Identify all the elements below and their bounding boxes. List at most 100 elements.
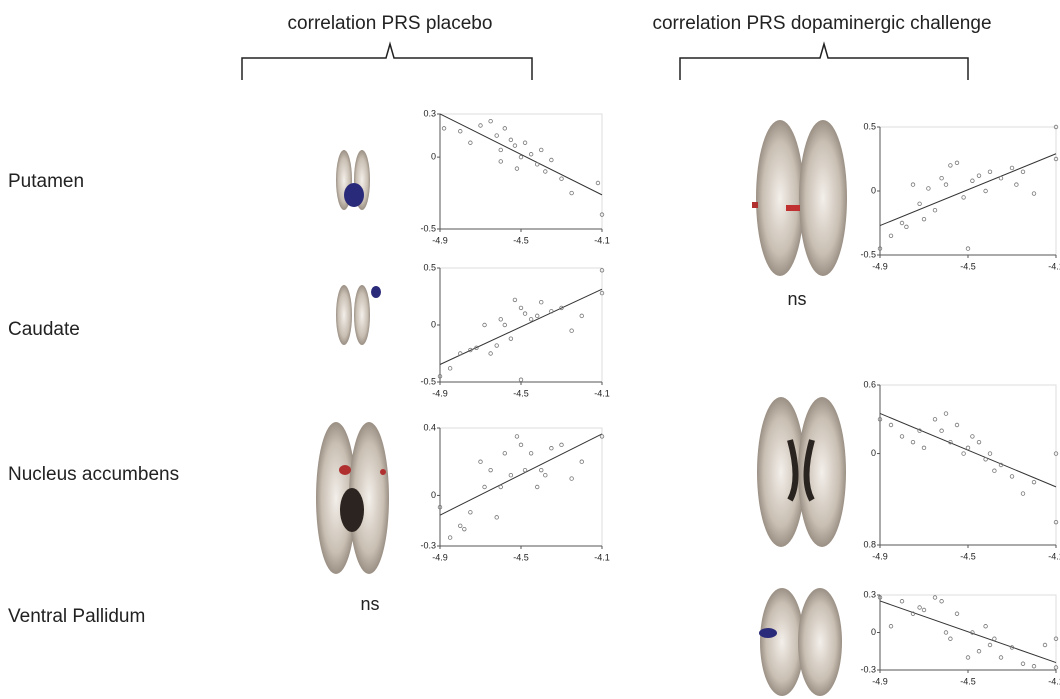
data-point [911,440,915,444]
data-point [529,451,533,455]
data-point [523,468,527,472]
data-point [489,119,493,123]
data-point [922,446,926,450]
data-point [940,429,944,433]
brain-image [757,397,846,547]
x-tick-label: -4.9 [432,388,448,398]
data-point [922,608,926,612]
figure: correlation PRS placebo correlation PRS … [0,0,1060,699]
data-point [515,435,519,439]
data-point [900,221,904,225]
brain-image [752,120,847,276]
data-point [1010,166,1014,170]
data-point [949,164,953,168]
data-point [503,323,507,327]
y-tick-label: 0 [431,490,436,500]
data-point [1032,192,1036,196]
data-point [513,144,517,148]
x-tick-label: -4.1 [594,235,610,245]
data-point [940,599,944,603]
data-point [580,314,584,318]
data-point [489,468,493,472]
data-point [499,318,503,322]
data-point [570,329,574,333]
data-point [495,516,499,520]
data-point [448,536,452,540]
data-point [900,599,904,603]
data-point [529,152,533,156]
data-point [489,352,493,356]
data-point [1032,480,1036,484]
y-tick-label: -0.3 [860,664,876,674]
plot-frame [880,385,1056,545]
data-point [977,649,981,653]
data-point [962,452,966,456]
y-tick-label: 0 [871,448,876,458]
y-tick-label: 0 [431,152,436,162]
trend-line [440,114,602,195]
data-point [539,300,543,304]
data-point [999,176,1003,180]
data-point [944,631,948,635]
data-point [535,485,539,489]
data-point [596,181,600,185]
x-tick-label: -4.1 [594,552,610,562]
column-title: correlation PRS placebo [288,13,493,34]
data-point [962,196,966,200]
data-point [515,167,519,171]
y-tick-label: 0.3 [863,589,876,599]
y-tick-label: 0 [431,319,436,329]
data-point [469,141,473,145]
bracket [242,44,532,80]
data-point [933,417,937,421]
data-point [944,412,948,416]
data-point [535,163,539,167]
data-point [499,485,503,489]
plot-frame [440,268,602,382]
x-tick-label: -4.1 [1048,261,1060,271]
y-tick-label: 0.6 [863,379,876,389]
trend-line [440,289,602,364]
x-tick-label: -4.5 [513,552,529,562]
data-point [523,312,527,316]
x-tick-label: -4.9 [872,551,888,561]
data-point [503,127,507,131]
data-point [988,170,992,174]
data-point [529,318,533,322]
data-point [1010,475,1014,479]
data-point [1021,492,1025,496]
data-point [940,176,944,180]
data-point [988,452,992,456]
data-point [550,158,554,162]
data-point [905,225,909,229]
data-point [483,485,487,489]
trend-line [880,413,1056,486]
data-point [918,606,922,610]
data-point [458,524,462,528]
y-tick-label: 0.8 [863,539,876,549]
plot-frame [880,595,1056,670]
data-point [560,177,564,181]
brain-image [336,285,381,345]
ns-label: ns [360,594,379,614]
data-point [927,187,931,191]
brain-image [759,588,842,696]
data-point [570,191,574,195]
y-tick-label: -0.5 [420,376,436,386]
x-tick-label: -4.5 [513,388,529,398]
brain-image [336,150,370,210]
y-tick-label: -0.5 [860,249,876,259]
x-tick-label: -4.5 [513,235,529,245]
data-point [1032,664,1036,668]
data-point [469,510,473,514]
data-point [949,637,953,641]
data-point [999,656,1003,660]
data-point [539,148,543,152]
data-point [1043,643,1047,647]
data-point [499,160,503,164]
data-point [1021,170,1025,174]
data-point [966,446,970,450]
y-tick-label: -0.3 [420,540,436,550]
y-tick-label: 0.5 [863,121,876,131]
data-point [1021,662,1025,666]
